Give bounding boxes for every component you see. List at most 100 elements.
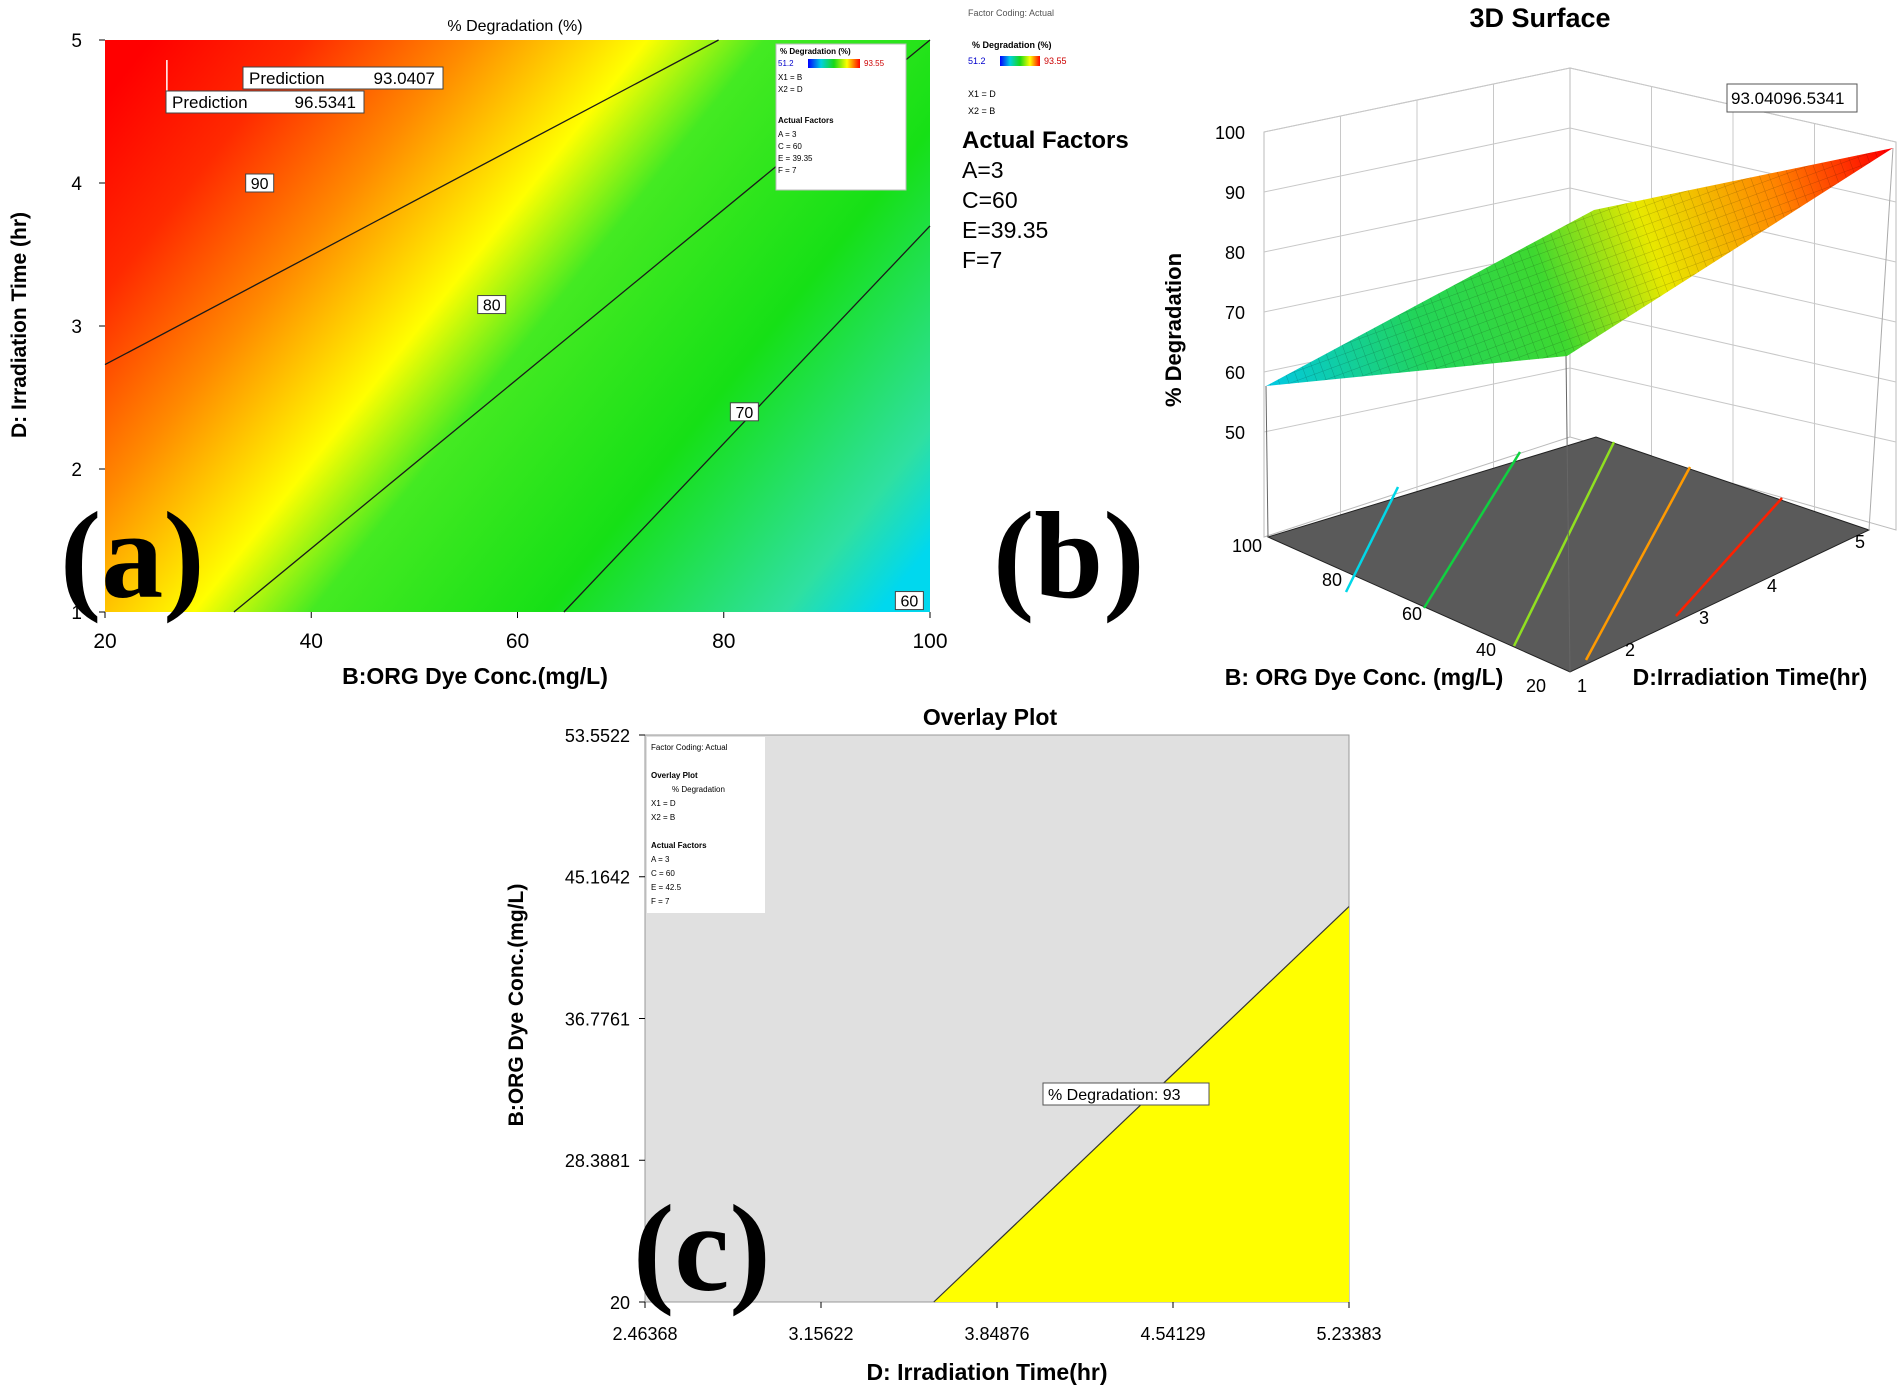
panel-c-letter: (c)	[633, 1180, 771, 1317]
x-tick-label: 40	[300, 630, 323, 653]
b-y-tick-label: 3	[1699, 608, 1709, 628]
b-legend-min: 51.2	[968, 56, 986, 66]
panel-a-y-axis-label: D: Irradiation Time (hr)	[8, 212, 31, 438]
c-annotation-box	[1042, 1082, 1210, 1106]
b-z-tick-label: 70	[1225, 303, 1245, 323]
panel-b-letter: (b)	[993, 487, 1145, 624]
contour-label-box	[894, 591, 924, 611]
b-front-edge	[1565, 355, 1571, 673]
c-legend-factor: F = 7	[651, 897, 670, 906]
c-annotation: % Degradation: 93	[1048, 1087, 1181, 1104]
panel-a-predictions: Prediction 93.0407 Prediction 96.5341	[165, 60, 444, 114]
b-z-tick-label: 60	[1225, 363, 1245, 383]
b-surface-mesh	[1266, 148, 1893, 386]
c-x-tick-label: 3.15622	[788, 1324, 853, 1344]
contour-label: 90	[251, 176, 269, 193]
prediction-value: 93.0407	[374, 69, 435, 88]
b-x-tick-label: 40	[1476, 640, 1496, 660]
panel-b-title: 3D Surface	[1469, 3, 1610, 33]
panel-a-x-axis-label: B:ORG Dye Conc.(mg/L)	[342, 663, 608, 689]
b-x-tick-label: 60	[1402, 604, 1422, 624]
b-y-tick-label: 1	[1577, 676, 1587, 696]
panel-b-y-axis-label: D:Irradiation Time(hr)	[1633, 664, 1868, 690]
b-legend-x2: X2 = B	[968, 106, 995, 116]
c-legend-factors-title: Actual Factors	[651, 841, 707, 850]
c-legend: Factor Coding: Actual Overlay Plot % Deg…	[647, 737, 765, 913]
x-tick-label: 60	[506, 630, 529, 653]
c-x-tick-label: 3.84876	[964, 1324, 1029, 1344]
b-right-edge	[1868, 147, 1894, 531]
b-floor-contour-line	[1422, 451, 1522, 609]
c-legend-factor: C = 60	[651, 869, 675, 878]
b-z-ticks: 50 60 70 80 90 100	[1215, 123, 1245, 443]
c-y-tick-label: 20	[610, 1293, 630, 1313]
contour-line-90	[104, 39, 719, 366]
c-x-tick-label: 5.23383	[1316, 1324, 1381, 1344]
c-legend-factor: E = 42.5	[651, 883, 682, 892]
b-legend-x1: X1 = D	[968, 89, 996, 99]
contour-label-box	[729, 402, 759, 422]
c-legend-factor: A = 3	[651, 855, 670, 864]
a-legend-x1: X1 = B	[778, 73, 802, 82]
y-tick-label: 2	[71, 460, 82, 481]
c-legend-overlay-item: % Degradation	[672, 785, 725, 794]
a-legend-title: % Degradation (%)	[780, 47, 851, 56]
panel-c-x-axis-label: D: Irradiation Time(hr)	[866, 1359, 1107, 1385]
b-legend-title: % Degradation (%)	[972, 40, 1052, 50]
b-x-ticks: 20 40 60 80 100	[1232, 536, 1546, 696]
panel-a-letter: (a)	[60, 487, 205, 624]
contour-label-box	[245, 173, 275, 193]
a-legend-max: 93.55	[864, 59, 885, 68]
b-z-tick-label: 80	[1225, 243, 1245, 263]
y-tick-label: 1	[71, 603, 82, 624]
b-y-tick-label: 2	[1625, 640, 1635, 660]
b-factor-coding: Factor Coding: Actual	[968, 8, 1054, 18]
b-factor: F=7	[962, 247, 1002, 273]
b-legend-colorbar	[1000, 56, 1040, 66]
prediction-value: 96.5341	[295, 93, 356, 112]
c-y-tick-label: 28.3881	[565, 1151, 630, 1171]
b-left-edge	[1265, 385, 1269, 538]
x-tick-label: 80	[712, 630, 735, 653]
prediction-label: Prediction	[249, 69, 325, 88]
prediction-label: Prediction	[172, 93, 248, 112]
c-y-tick-label: 45.1642	[565, 868, 630, 888]
prediction-box	[242, 66, 444, 90]
b-x-tick-label: 80	[1322, 570, 1342, 590]
panel-a-contour-plot: % Degradation (%) 90 80 70 60 Prediction 93.…	[8, 18, 948, 689]
contour-label-box	[477, 295, 507, 315]
contour-label: 70	[735, 405, 753, 422]
panel-b-z-axis-label: % Degradation	[1161, 253, 1186, 407]
y-tick-label: 3	[71, 317, 82, 338]
b-factors-title: Actual Factors	[962, 127, 1129, 154]
y-tick-label: 5	[71, 31, 82, 52]
c-x-tick-label: 4.54129	[1140, 1324, 1205, 1344]
b-floor-contour-line	[1675, 497, 1783, 617]
contour-label: 80	[483, 298, 501, 315]
panel-b-3d-surface: Factor Coding: Actual % Degradation (%) …	[962, 3, 1897, 696]
panel-c-title: Overlay Plot	[923, 704, 1058, 730]
panel-a-x-ticks: 20 40 60 80 100	[93, 612, 948, 653]
b-floor-contours	[1265, 147, 1894, 673]
b-factor: C=60	[962, 187, 1018, 213]
a-legend-factors-title: Actual Factors	[778, 116, 834, 125]
panel-c-y-ticks: 20 28.3881 36.7761 45.1642 53.5522	[565, 726, 645, 1313]
panel-c-overlay-plot: Overlay Plot % Degradation: 93 Factor Co…	[505, 704, 1382, 1385]
c-legend-x2: X2 = B	[651, 813, 675, 822]
panel-c-x-ticks: 2.46368 3.15622 3.84876 4.54129 5.23383	[612, 1302, 1382, 1344]
b-y-tick-label: 4	[1767, 576, 1777, 596]
c-x-tick-label: 2.46368	[612, 1324, 677, 1344]
b-z-tick-label: 90	[1225, 183, 1245, 203]
a-legend-min: 51.2	[778, 59, 794, 68]
b-annotation-box	[1726, 83, 1858, 113]
c-y-tick-label: 53.5522	[565, 726, 630, 746]
c-y-tick-label: 36.7761	[565, 1010, 630, 1030]
b-x-tick-label: 100	[1232, 536, 1262, 556]
x-tick-label: 20	[93, 630, 116, 653]
b-floor-contour-line	[1584, 466, 1692, 661]
contour-label: 60	[900, 594, 918, 611]
b-factor: A=3	[962, 157, 1004, 183]
a-legend-x2: X2 = D	[778, 85, 803, 94]
b-annotation: 93.04096.5341	[1731, 89, 1844, 108]
a-legend-factor: C = 60	[778, 142, 802, 151]
